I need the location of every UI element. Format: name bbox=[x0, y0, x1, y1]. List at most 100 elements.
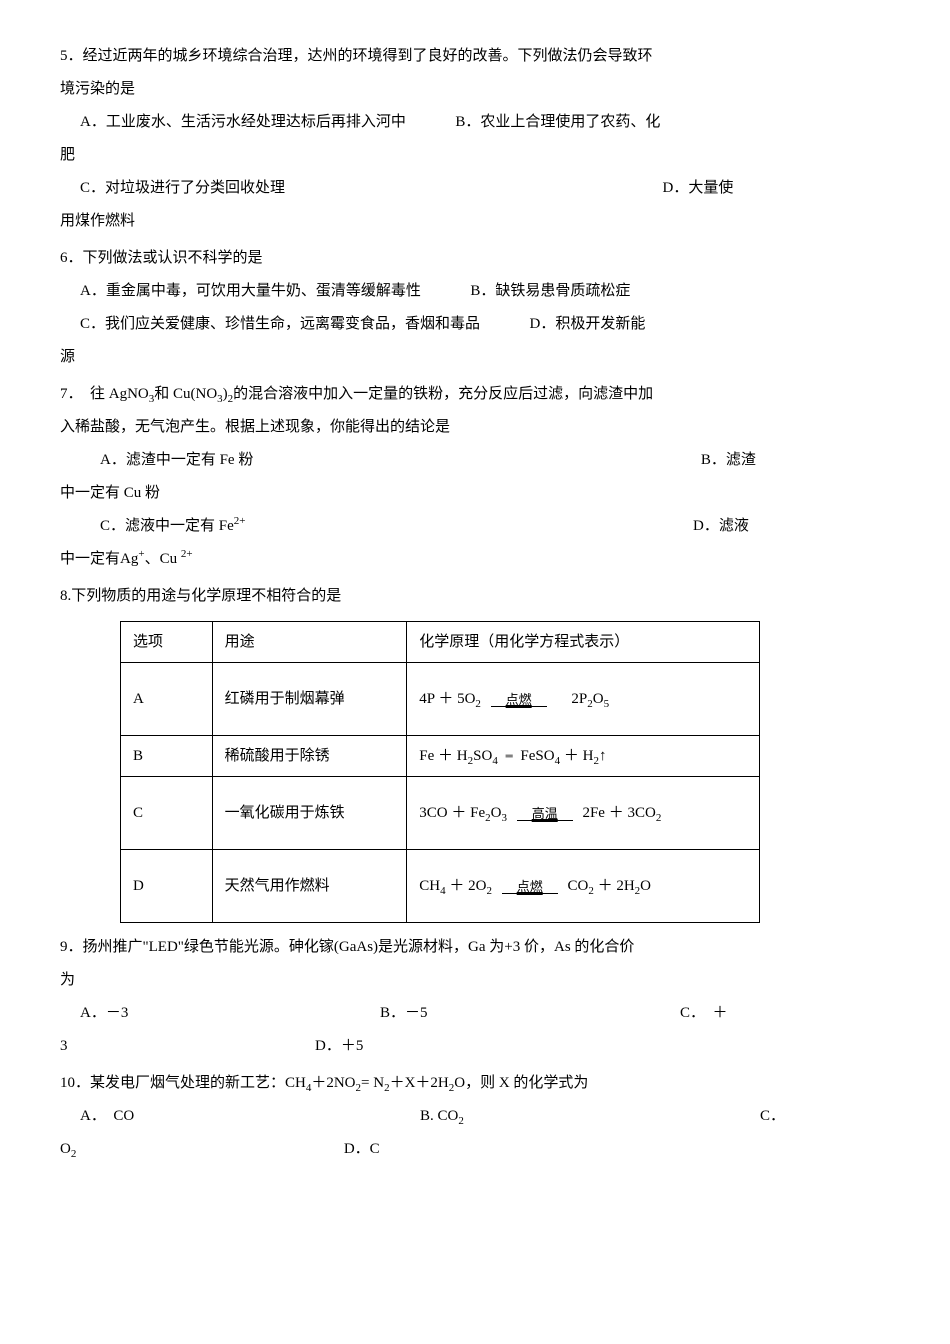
q7-optc-sup: 2+ bbox=[234, 515, 246, 527]
d-m3: O bbox=[640, 878, 651, 894]
q6-option-c: C．我们应关爱健康、珍惜生命，远离霉变食品，香烟和毒品 bbox=[80, 316, 480, 332]
eq-sign: ═ bbox=[506, 752, 513, 762]
arrow-combustion-d: 点燃 bbox=[502, 880, 558, 894]
th-use: 用途 bbox=[212, 622, 407, 663]
table-row-b: B 稀硫酸用于除锈 Fe ＋ H2SO4 ═ FeSO4 ＋ H2↑ bbox=[121, 736, 760, 777]
q7-option-a: A．滤渣中一定有 Fe 粉 bbox=[60, 452, 253, 468]
cell-a-eq: 4P ＋ 5O2 点燃 2P2O5 bbox=[407, 663, 760, 736]
q5-option-b-cont: 肥 bbox=[60, 139, 890, 172]
th-option: 选项 bbox=[121, 622, 213, 663]
eq-rhs: 2P bbox=[556, 691, 587, 707]
q10-option-c: C． bbox=[760, 1100, 785, 1133]
cell-c-eq: 3CO ＋ Fe2O3 高温 2Fe ＋ 3CO2 bbox=[407, 777, 760, 850]
q7-d2-b: 、Cu bbox=[145, 551, 181, 567]
cell-b-opt: B bbox=[121, 736, 213, 777]
q8-table: 选项 用途 化学原理（用化学方程式表示） A 红磷用于制烟幕弹 4P ＋ 5O2… bbox=[120, 621, 760, 923]
d-m1: ＋ 2O bbox=[446, 878, 487, 894]
q7-optc-text: C．滤液中一定有 Fe bbox=[100, 518, 234, 534]
q10-b-sub: 2 bbox=[458, 1115, 464, 1127]
q5-option-b: B．农业上合理使用了农药、化 bbox=[455, 114, 660, 130]
q5-option-a: A．工业废水、生活污水经处理达标后再排入河中 bbox=[80, 114, 406, 130]
q9-stem-line1: 9．扬州推广"LED"绿色节能光源。砷化镓(GaAs)是光源材料，Ga 为+3 … bbox=[60, 931, 890, 964]
question-10: 10．某发电厂烟气处理的新工艺：CH4＋2NO2= N2＋X＋2H2O，则 X … bbox=[60, 1067, 890, 1166]
b-m1: SO bbox=[473, 748, 492, 764]
q5-stem-line1: 5．经过近两年的城乡环境综合治理，达州的环境得到了良好的改善。下列做法仍会导致环 bbox=[60, 40, 890, 73]
b-rhs1: FeSO bbox=[520, 748, 554, 764]
q7-option-d-cont: 中一定有Ag+、Cu 2+ bbox=[60, 543, 890, 576]
q10-m1: ＋2NO bbox=[311, 1075, 355, 1091]
cell-d-opt: D bbox=[121, 850, 213, 923]
d-rhs: CO bbox=[567, 878, 588, 894]
q9-option-a: A．－3 bbox=[60, 997, 380, 1030]
cell-a-use: 红磷用于制烟幕弹 bbox=[212, 663, 407, 736]
q6-options-row2: C．我们应关爱健康、珍惜生命，远离霉变食品，香烟和毒品 D．积极开发新能 bbox=[60, 308, 890, 341]
arrow-high-temp: 高温 bbox=[517, 807, 573, 821]
eq-sub: 2 bbox=[475, 698, 481, 710]
q6-option-a: A．重金属中毒，可饮用大量牛奶、蛋清等缓解毒性 bbox=[80, 283, 421, 299]
q9-option-c-cont: 3 bbox=[60, 1038, 68, 1054]
q10-m4: O，则 X 的化学式为 bbox=[454, 1075, 588, 1091]
c-s2: 3 bbox=[501, 812, 507, 824]
question-8: 8.下列物质的用途与化学原理不相符合的是 选项 用途 化学原理（用化学方程式表示… bbox=[60, 580, 890, 923]
q7-stem-line1: 7． 往 AgNO3和 Cu(NO3)2的混合溶液中加入一定量的铁粉，充分反应后… bbox=[60, 378, 890, 411]
q10-option-d: D．C bbox=[344, 1141, 380, 1157]
q6-stem: 6．下列做法或认识不科学的是 bbox=[60, 242, 890, 275]
q10-options-row2: O2 D．C bbox=[60, 1133, 890, 1166]
q9-options-row1: A．－3 B．－5 C． ＋ bbox=[60, 997, 890, 1030]
cond-label-d: 点燃 bbox=[502, 880, 558, 893]
q6-options-row1: A．重金属中毒，可饮用大量牛奶、蛋清等缓解毒性 B．缺铁易患骨质疏松症 bbox=[60, 275, 890, 308]
q10-a: 10．某发电厂烟气处理的新工艺：CH bbox=[60, 1075, 306, 1091]
b-s2: 4 bbox=[492, 755, 498, 767]
cell-a-opt: A bbox=[121, 663, 213, 736]
b-lhs: Fe ＋ H bbox=[419, 748, 467, 764]
table-row-a: A 红磷用于制烟幕弹 4P ＋ 5O2 点燃 2P2O5 bbox=[121, 663, 760, 736]
cell-d-use: 天然气用作燃料 bbox=[212, 850, 407, 923]
q5-stem-line2: 境污染的是 bbox=[60, 73, 890, 106]
c-m1: O bbox=[491, 805, 502, 821]
q6-option-d-cont: 源 bbox=[60, 341, 890, 374]
q8-stem: 8.下列物质的用途与化学原理不相符合的是 bbox=[60, 580, 890, 613]
q7-option-b-cont: 中一定有 Cu 粉 bbox=[60, 477, 890, 510]
table-row-d: D 天然气用作燃料 CH4 ＋ 2O2 点燃 CO2 ＋ 2H2O bbox=[121, 850, 760, 923]
question-7: 7． 往 AgNO3和 Cu(NO3)2的混合溶液中加入一定量的铁粉，充分反应后… bbox=[60, 378, 890, 576]
arrow-combustion: 点燃 bbox=[491, 693, 547, 707]
c-lhs: 3CO ＋ Fe bbox=[419, 805, 485, 821]
q5-option-d: D．大量使 bbox=[663, 180, 734, 196]
q9-option-d: D．＋5 bbox=[315, 1038, 363, 1054]
q5-options-row1: A．工业废水、生活污水经处理达标后再排入河中 B．农业上合理使用了农药、化 bbox=[60, 106, 890, 139]
q10-m2: = N bbox=[361, 1075, 384, 1091]
q10-c2-sub: 2 bbox=[71, 1148, 77, 1160]
eq-sub3: 5 bbox=[604, 698, 610, 710]
d-m2: ＋ 2H bbox=[594, 878, 635, 894]
b-arrow: ↑ bbox=[599, 748, 607, 764]
q7-stem-b: 和 Cu(NO bbox=[154, 386, 217, 402]
table-row-c: C 一氧化碳用于炼铁 3CO ＋ Fe2O3 高温 2Fe ＋ 3CO2 bbox=[121, 777, 760, 850]
cell-b-eq: Fe ＋ H2SO4 ═ FeSO4 ＋ H2↑ bbox=[407, 736, 760, 777]
table-header-row: 选项 用途 化学原理（用化学方程式表示） bbox=[121, 622, 760, 663]
q10-option-c-cont: O2 bbox=[60, 1141, 76, 1157]
q10-b-text: B. CO bbox=[420, 1108, 458, 1124]
eq-mid: O bbox=[593, 691, 604, 707]
q9-option-c: C． ＋ bbox=[680, 997, 728, 1030]
d-s2: 2 bbox=[486, 885, 492, 897]
q7-option-c: C．滤液中一定有 Fe2+ bbox=[60, 518, 245, 534]
q7-stem-line2: 入稀盐酸，无气泡产生。根据上述现象，你能得出的结论是 bbox=[60, 411, 890, 444]
c-s3: 2 bbox=[656, 812, 662, 824]
q10-option-b: B. CO2 bbox=[420, 1100, 760, 1133]
cell-c-use: 一氧化碳用于炼铁 bbox=[212, 777, 407, 850]
c-rhs: 2Fe ＋ 3CO bbox=[582, 805, 655, 821]
q6-option-d: D．积极开发新能 bbox=[530, 316, 646, 332]
q10-c2-text: O bbox=[60, 1141, 71, 1157]
d-lhs: CH bbox=[419, 878, 440, 894]
cond-label-c: 高温 bbox=[517, 807, 573, 820]
question-5: 5．经过近两年的城乡环境综合治理，达州的环境得到了良好的改善。下列做法仍会导致环… bbox=[60, 40, 890, 238]
q7-d2-sup2: 2+ bbox=[181, 548, 193, 560]
q10-stem: 10．某发电厂烟气处理的新工艺：CH4＋2NO2= N2＋X＋2H2O，则 X … bbox=[60, 1067, 890, 1100]
eq-lhs: 4P ＋ 5O bbox=[419, 691, 475, 707]
q9-option-b: B．－5 bbox=[380, 997, 680, 1030]
q7-options-row1: A．滤渣中一定有 Fe 粉 B．滤渣 bbox=[60, 444, 890, 477]
q7-d2-a: 中一定有Ag bbox=[60, 551, 138, 567]
q7-option-d: D．滤液 bbox=[693, 518, 749, 534]
question-9: 9．扬州推广"LED"绿色节能光源。砷化镓(GaAs)是光源材料，Ga 为+3 … bbox=[60, 931, 890, 1063]
cell-c-opt: C bbox=[121, 777, 213, 850]
